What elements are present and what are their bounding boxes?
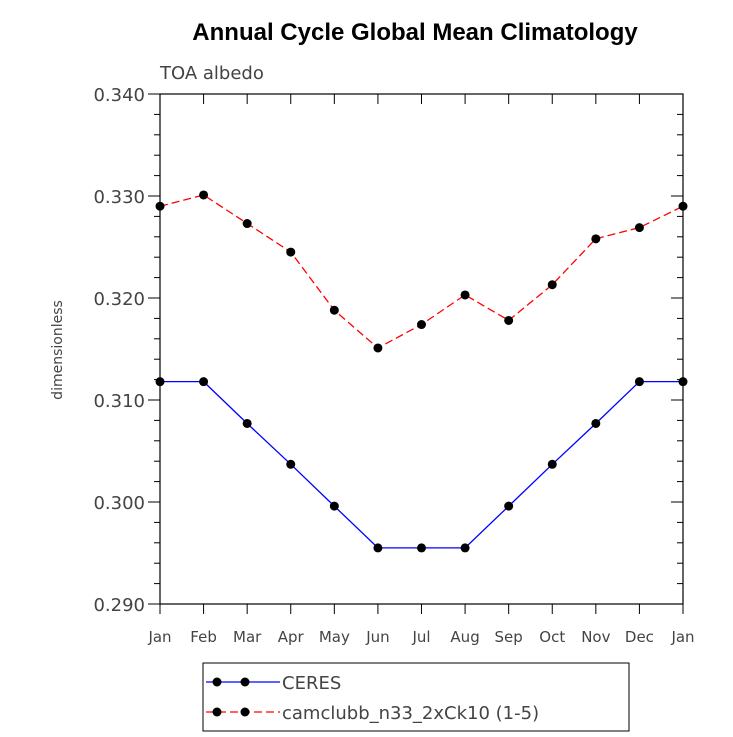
x-tick-label: May: [319, 628, 350, 646]
y-tick-labels: 0.290 0.300 0.310 0.320 0.330 0.340: [93, 85, 145, 616]
data-point: [373, 543, 383, 553]
data-point: [417, 543, 426, 553]
x-tick-labels: Jan Feb Mar Apr May Jun Jul Aug Sep Oct Nov Dec Jan: [147, 628, 694, 646]
legend-marker: [212, 707, 222, 717]
data-point: [678, 201, 688, 211]
data-point: [242, 219, 252, 229]
y-axis-label: dimensionless: [50, 300, 66, 400]
data-point: [329, 501, 339, 511]
x-tick-label: Dec: [625, 628, 654, 646]
legend-marker: [240, 707, 250, 717]
x-tick-label: Jun: [365, 628, 389, 646]
data-point: [286, 459, 296, 469]
data-point: [634, 377, 644, 387]
legend: CERES camclubb_n33_2xCk10 (1-5): [206, 673, 539, 724]
series-layer: [155, 190, 688, 553]
data-point: [286, 247, 296, 257]
x-tick-label: Aug: [450, 628, 479, 646]
data-point: [504, 315, 514, 325]
data-point: [199, 377, 209, 387]
x-tick-label: Feb: [190, 628, 217, 646]
y-tick-label: 0.320: [93, 289, 145, 310]
x-tick-label: Mar: [233, 628, 262, 646]
data-point: [199, 190, 209, 200]
x-tick-label: Jan: [670, 628, 694, 646]
y-tick-label: 0.330: [93, 187, 145, 208]
data-point: [634, 223, 644, 233]
x-tick-label: Jul: [411, 628, 430, 646]
legend-box: [202, 662, 630, 732]
y-tick-label: 0.290: [93, 595, 145, 616]
data-point: [373, 343, 383, 353]
data-point: [591, 418, 601, 428]
x-tick-label: Jan: [147, 628, 171, 646]
legend-label: camclubb_n33_2xCk10 (1-5): [282, 703, 539, 724]
x-tick-label: Apr: [278, 628, 305, 646]
data-point: [504, 501, 514, 511]
series-line-1: [160, 380, 683, 549]
y-tick-label: 0.340: [93, 85, 145, 106]
y-tick-label: 0.300: [93, 493, 145, 514]
legend-marker: [212, 677, 222, 687]
axis-ticks: [148, 93, 684, 614]
data-point: [460, 290, 470, 300]
data-point: [155, 377, 165, 387]
legend-marker: [240, 677, 250, 687]
plot-frame: [159, 93, 684, 605]
data-point: [547, 280, 557, 290]
data-point: [547, 459, 557, 469]
data-point: [155, 201, 165, 211]
x-tick-label: Sep: [495, 628, 523, 646]
chart-title: Annual Cycle Global Mean Climatology: [192, 19, 638, 46]
chart-subtitle: TOA albedo: [159, 63, 264, 84]
data-point: [329, 305, 339, 315]
x-tick-label: Nov: [581, 628, 610, 646]
legend-label: CERES: [282, 673, 341, 694]
data-point: [678, 377, 688, 387]
data-point: [417, 320, 426, 330]
data-point: [591, 234, 601, 244]
data-point: [242, 418, 252, 428]
y-tick-label: 0.310: [93, 391, 145, 412]
data-point: [460, 543, 470, 553]
x-tick-label: Oct: [539, 628, 565, 646]
